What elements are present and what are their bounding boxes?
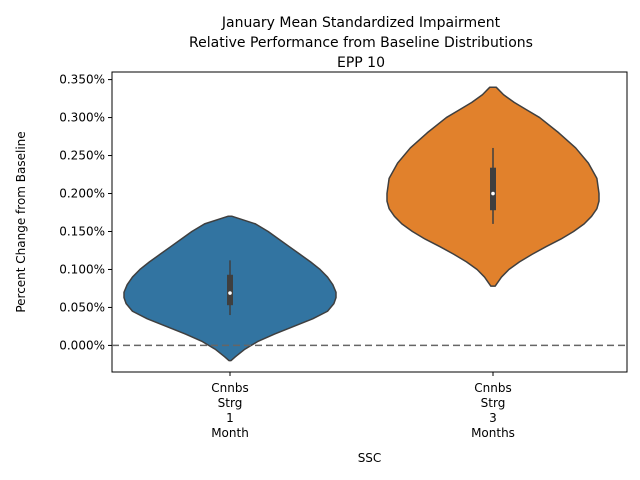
violin-median xyxy=(228,291,232,295)
title-line-3: EPP 10 xyxy=(337,55,385,71)
y-axis-label: Percent Change from Baseline xyxy=(14,131,28,312)
x-axis-label: SSC xyxy=(358,451,382,465)
x-tick-label: Strg xyxy=(481,396,506,410)
y-tick-label: 0.350% xyxy=(59,73,105,87)
violins xyxy=(123,86,600,362)
y-tick-label: 0.100% xyxy=(59,262,105,276)
x-tick-label: Strg xyxy=(218,396,243,410)
plot-area xyxy=(111,71,628,373)
y-tick-label: 0.200% xyxy=(59,187,105,201)
violin-median xyxy=(491,191,495,196)
violin-iqr-box xyxy=(490,167,496,211)
y-tick-label: 0.150% xyxy=(59,224,105,238)
y-axis: 0.000% 0.050% 0.100% 0.150% 0.200% 0.250% 0.30… xyxy=(59,73,112,352)
x-tick-label: Cnnbs xyxy=(211,381,248,395)
y-tick-label: 0.250% xyxy=(59,149,105,163)
title-line-1: January Mean Standardized Impairment xyxy=(221,15,501,31)
chart-title: January Mean Standardized Impairment Rela… xyxy=(189,15,533,71)
x-tick-label: Cnnbs xyxy=(474,381,511,395)
x-tick-label: 3 xyxy=(489,411,497,425)
x-tick-label: Months xyxy=(471,426,515,440)
y-tick-label: 0.300% xyxy=(59,111,105,125)
x-tick-label: 1 xyxy=(226,411,234,425)
y-tick-label: 0.050% xyxy=(59,300,105,314)
violin-iqr-box xyxy=(227,274,233,306)
title-line-2: Relative Performance from Baseline Distr… xyxy=(189,35,533,51)
x-tick-label: Month xyxy=(211,426,249,440)
y-tick-label: 0.000% xyxy=(59,338,105,352)
